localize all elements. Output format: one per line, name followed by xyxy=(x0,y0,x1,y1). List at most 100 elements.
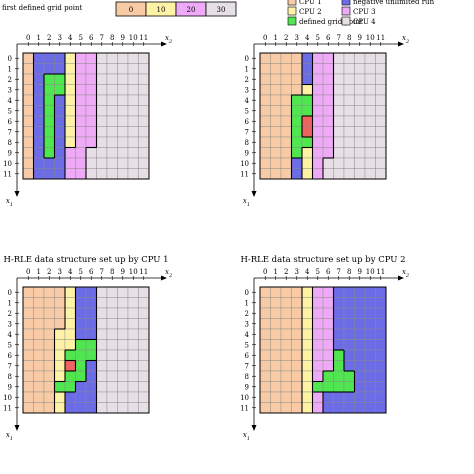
y-tick-label: 0 xyxy=(245,289,249,297)
grid-cell xyxy=(106,307,118,319)
grid-cell xyxy=(259,73,271,85)
grid-cell xyxy=(106,402,118,414)
grid-cell xyxy=(106,94,118,106)
grid-cell xyxy=(85,307,97,319)
grid-cell xyxy=(291,94,303,106)
x-axis-label: x2 xyxy=(402,268,409,279)
grid-cell xyxy=(312,402,324,414)
x-tick-label: 4 xyxy=(305,268,310,276)
grid-cell xyxy=(33,115,45,127)
grid-cell xyxy=(96,147,108,159)
grid-cell xyxy=(280,63,292,75)
x-tick-label: 6 xyxy=(89,268,94,276)
grid-cell xyxy=(259,136,271,148)
grid-cell xyxy=(375,105,387,117)
grid-cell xyxy=(43,286,55,298)
grid-cell xyxy=(117,402,129,414)
grid-cell xyxy=(280,297,292,309)
offset-value: 0 xyxy=(129,6,133,14)
grid-cell xyxy=(312,73,324,85)
x-tick-label: 7 xyxy=(337,34,341,42)
grid-cell xyxy=(127,370,139,382)
offset-value: 20 xyxy=(187,6,196,14)
x-tick-label: 10 xyxy=(129,34,138,42)
grid-cell xyxy=(33,73,45,85)
grid-cell xyxy=(343,126,355,138)
grid-cell xyxy=(259,402,271,414)
y-tick-label: 8 xyxy=(245,139,249,147)
y-tick-label: 7 xyxy=(245,362,249,370)
x-tick-label: 11 xyxy=(139,34,148,42)
grid-cell xyxy=(354,318,366,330)
grid-cell xyxy=(322,339,334,351)
grid-cell xyxy=(354,286,366,298)
legend-swatch xyxy=(341,6,351,16)
grid-cell xyxy=(375,381,387,393)
grid-cell xyxy=(312,297,324,309)
grid-cell xyxy=(259,168,271,180)
grid-cell xyxy=(312,360,324,372)
grid-cell xyxy=(343,349,355,361)
grid-cell xyxy=(43,297,55,309)
grid-cell xyxy=(270,168,282,180)
grid-cell xyxy=(138,52,150,64)
grid-cell xyxy=(127,381,139,393)
x-tick-label: 6 xyxy=(89,34,94,42)
grid-cell xyxy=(270,402,282,414)
grid-cell xyxy=(96,328,108,340)
y-axis-arrow xyxy=(14,191,20,197)
grid-cell xyxy=(375,286,387,298)
grid-cell xyxy=(106,391,118,403)
grid-cell xyxy=(85,94,97,106)
grid-cell xyxy=(22,157,34,169)
grid-cell xyxy=(106,136,118,148)
grid-cell xyxy=(22,105,34,117)
grid-cell xyxy=(280,94,292,106)
grid-cell xyxy=(301,360,313,372)
grid-cell xyxy=(291,84,303,96)
grid-cell xyxy=(106,157,118,169)
grid-cell xyxy=(138,157,150,169)
grid-cell xyxy=(354,381,366,393)
y-tick-label: 6 xyxy=(8,352,13,360)
y-tick-label: 5 xyxy=(245,107,249,115)
grid-cell xyxy=(33,339,45,351)
grid-cell xyxy=(117,115,129,127)
grid-cell xyxy=(75,286,87,298)
grid-cell xyxy=(64,391,76,403)
x-axis-arrow xyxy=(398,41,404,47)
y-tick-label: 9 xyxy=(8,149,12,157)
grid-cell xyxy=(64,115,76,127)
grid-cell xyxy=(375,126,387,138)
grid-cell xyxy=(22,52,34,64)
x-tick-label: 10 xyxy=(129,268,138,276)
grid-cell xyxy=(64,349,76,361)
x-tick-label: 6 xyxy=(326,34,331,42)
grid-cell xyxy=(259,370,271,382)
grid-cell xyxy=(85,360,97,372)
grid-cell xyxy=(106,105,118,117)
grid-cell xyxy=(117,286,129,298)
grid-cell xyxy=(43,63,55,75)
y-tick-label: 2 xyxy=(8,76,12,84)
grid-cell xyxy=(301,157,313,169)
grid-cell xyxy=(117,339,129,351)
grid-cell xyxy=(270,297,282,309)
grid-cell xyxy=(127,328,139,340)
grid-cell xyxy=(333,360,345,372)
x-tick-label: 2 xyxy=(284,268,288,276)
y-axis-label: x1 xyxy=(6,197,13,208)
grid-cell xyxy=(22,328,34,340)
y-tick-label: 0 xyxy=(8,289,12,297)
grid-cell xyxy=(85,73,97,85)
grid-cell xyxy=(85,328,97,340)
x-tick-label: 5 xyxy=(79,34,83,42)
y-tick-label: 8 xyxy=(8,373,12,381)
grid-cell xyxy=(301,339,313,351)
grid-cell xyxy=(43,391,55,403)
grid-cell xyxy=(312,328,324,340)
grid-cell xyxy=(106,84,118,96)
grid-cell xyxy=(343,381,355,393)
y-tick-label: 3 xyxy=(8,320,12,328)
grid-cell xyxy=(127,307,139,319)
